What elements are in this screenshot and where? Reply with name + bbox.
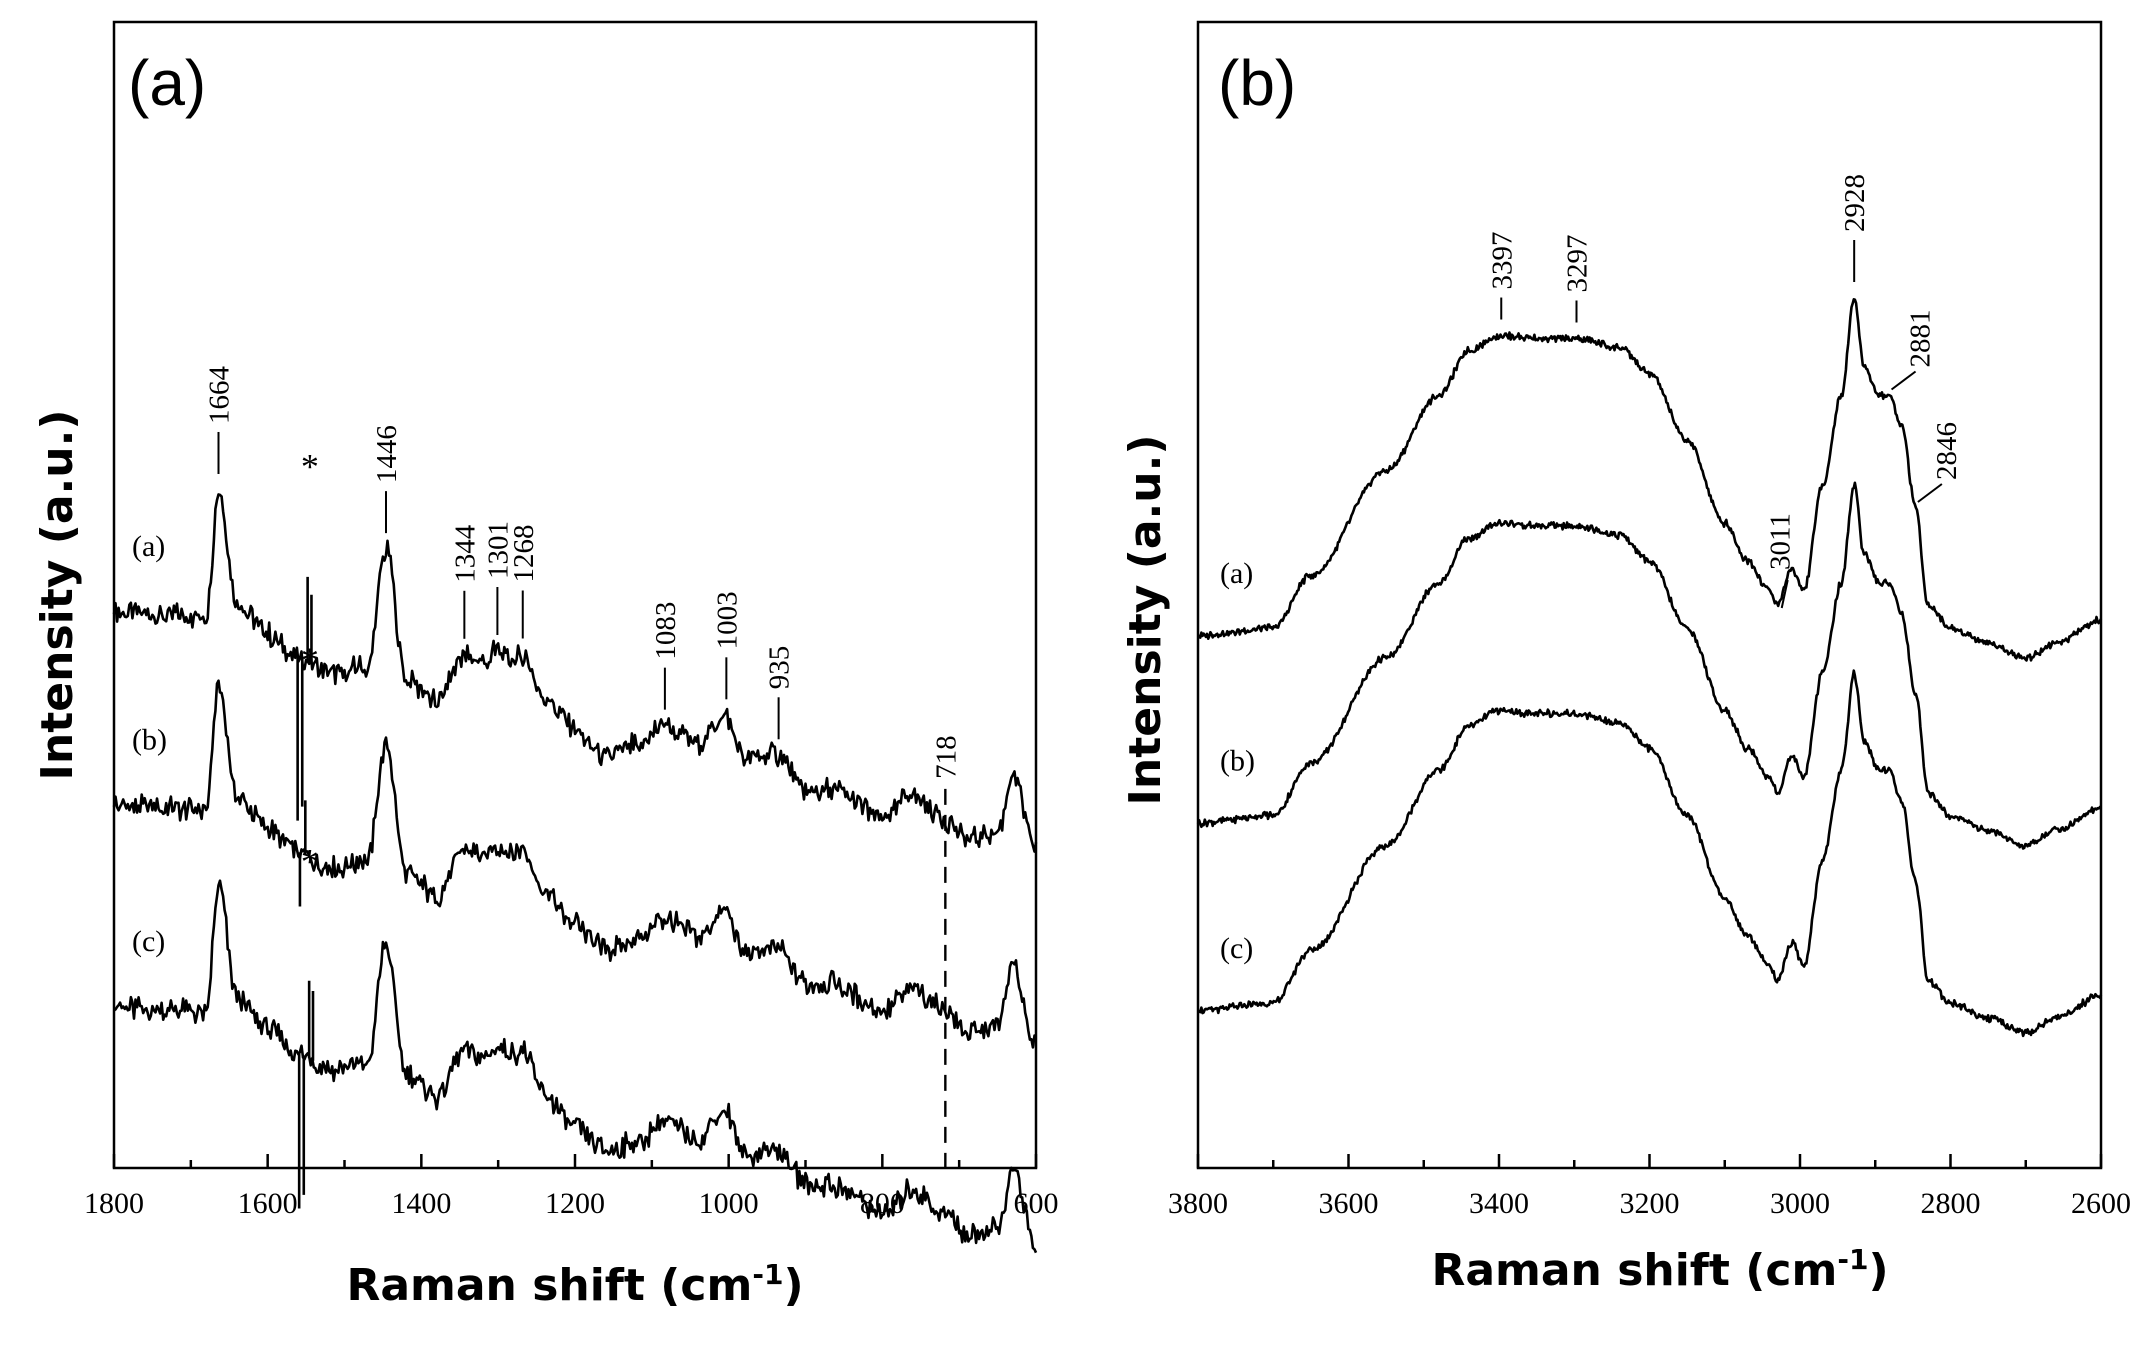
panel-b-x-axis-title-close: ) (1868, 1245, 1888, 1296)
panel-a-peak-label: 1664 (203, 365, 235, 424)
panel-b-x-axis-title-exponent: -1 (1837, 1243, 1868, 1276)
panel-b-x-tick-label: 3400 (1469, 1187, 1529, 1220)
panel-a-x-axis-title-exponent: -1 (752, 1258, 783, 1291)
panel-a-peak-label: 1446 (371, 425, 403, 483)
panel-a-x-tick-label: 1600 (238, 1187, 298, 1220)
panel-a-frame (112, 20, 1038, 1170)
panel-b-x-tick-label: 2600 (2071, 1187, 2131, 1220)
panel-a-peak-label: 1344 (449, 524, 481, 583)
panel-b-x-axis: 3800 3600 3400 3200 3000 2800 2600 (1168, 1154, 2131, 1220)
panel-b-x-axis-title-main: Raman shift (cm (1431, 1245, 1837, 1296)
panel-b-peak-marker (1780, 579, 1789, 609)
panel-b-trace-label-c: (c) (1220, 932, 1253, 965)
panel-b-peak-markers: 3397 3297 3011 2928 2881 2846 (1486, 174, 1963, 609)
panel-a-trace-label-c: (c) (132, 925, 165, 958)
panel-a-x-axis-title: Raman shift (cm-1) (346, 1258, 803, 1311)
panel-a-peak-label: 935 (764, 646, 796, 690)
panel-b-peak-label: 3397 (1486, 232, 1518, 290)
panel-a-peak-label: 1301 (482, 521, 514, 579)
panel-a-x-tick-label: 1000 (699, 1187, 759, 1220)
panel-b-peak-marker (1917, 483, 1943, 503)
panel-b-spectra: (a) (b) (c) (1196, 298, 2103, 1038)
panel-a-x-tick-label: 1400 (391, 1187, 451, 1220)
panel-b-letter: (b) (1218, 47, 1296, 119)
panel-b-x-tick-label: 3200 (1620, 1187, 1680, 1220)
panel-a-letter: (a) (128, 47, 206, 119)
panel-a-peak-label: 1083 (650, 602, 682, 660)
panel-b-peak-label: 2881 (1905, 310, 1937, 368)
panel-b-spectrum-c (1197, 669, 2103, 1038)
panel-b-x-tick-label: 3800 (1168, 1187, 1228, 1220)
panel-b-peak-label: 3297 (1562, 235, 1594, 293)
panel-a-spectra: (a) * (b) * (c) * (112, 446, 1038, 1254)
panel-a-peak-label: 718 (930, 735, 962, 779)
panel-b-x-axis-title: Raman shift (cm-1) (1431, 1243, 1888, 1296)
panel-a-trace-label-a: (a) (132, 530, 165, 563)
panel-a-peak-label: 1268 (508, 525, 540, 583)
panel-a-asterisk: * (301, 842, 319, 882)
panel-b-spectrum-b (1196, 481, 2103, 850)
panel-b-trace-label-a: (a) (1220, 557, 1253, 590)
panel-b-y-axis-title: Intensity (a.u.) (1120, 435, 1171, 806)
panel-b-peak-marker (1890, 370, 1917, 391)
panel-a-asterisk: * (301, 446, 319, 486)
panel-a-y-axis-title: Intensity (a.u.) (32, 410, 83, 781)
panel-b-trace-label-b: (b) (1220, 745, 1255, 778)
panel-a-x-tick-label: 1800 (84, 1187, 144, 1220)
panel-b-frame (1196, 20, 2103, 1170)
panel-b-peak-label: 3011 (1765, 513, 1797, 570)
panel-a-spectrum-c (113, 879, 1038, 1254)
panel-a-x-axis-title-close: ) (783, 1260, 803, 1311)
panel-a-peak-label: 1003 (711, 591, 743, 649)
panel-b: (b) 3800 3600 3400 3200 3000 2800 2600 (a)(b)(… (1120, 20, 2131, 1296)
panel-a: (a) 1800 1600 1400 1200 1000 800 600 (a)*(b)*(… (32, 20, 1059, 1311)
panel-a-spectrum-a (112, 493, 1038, 853)
panel-a-asterisk: * (301, 640, 319, 680)
panel-a-x-axis: 1800 1600 1400 1200 1000 800 600 (84, 1154, 1059, 1220)
panel-a-trace-label-b: (b) (132, 724, 167, 757)
panel-a-x-tick-label: 1200 (545, 1187, 605, 1220)
panel-b-x-tick-label: 2800 (1921, 1187, 1981, 1220)
panel-b-peak-label: 2846 (1931, 422, 1963, 480)
panel-b-x-tick-label: 3600 (1319, 1187, 1379, 1220)
panel-a-spectrum-b (112, 679, 1037, 1049)
panel-b-peak-label: 2928 (1839, 174, 1871, 232)
panel-b-x-tick-label: 3000 (1770, 1187, 1830, 1220)
panel-a-x-axis-title-main: Raman shift (cm (346, 1260, 752, 1311)
panel-b-spectrum-a (1197, 298, 2103, 662)
